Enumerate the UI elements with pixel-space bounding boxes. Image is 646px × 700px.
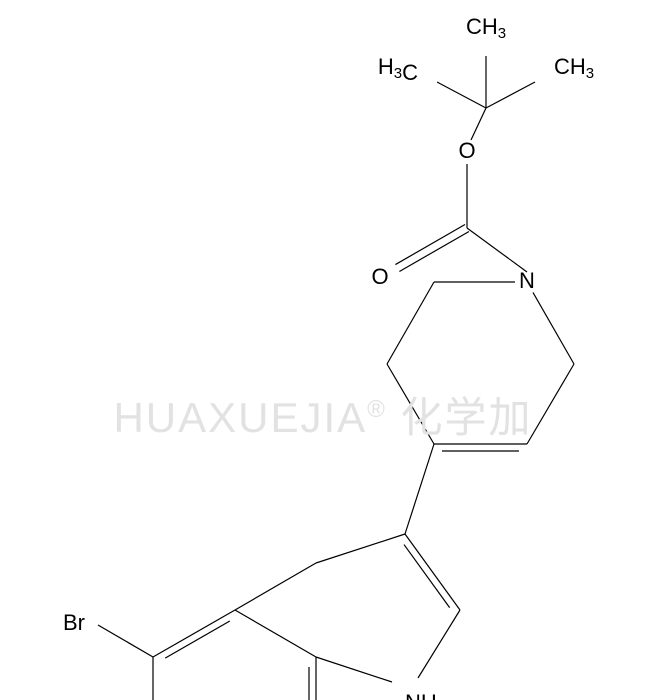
bonds <box>98 56 574 700</box>
svg-text:CH3: CH3 <box>466 14 506 42</box>
svg-text:NH: NH <box>405 690 437 700</box>
atom-labels: Br NH N O O H3C CH3 CH3 <box>63 14 594 700</box>
svg-text:Br: Br <box>63 610 85 635</box>
molecule-diagram: Br NH N O O H3C CH3 CH3 <box>0 0 646 700</box>
svg-text:N: N <box>519 268 535 293</box>
svg-text:O: O <box>458 138 475 163</box>
svg-text:CH3: CH3 <box>554 54 594 82</box>
svg-text:H3C: H3C <box>378 54 418 85</box>
svg-text:O: O <box>371 264 388 289</box>
